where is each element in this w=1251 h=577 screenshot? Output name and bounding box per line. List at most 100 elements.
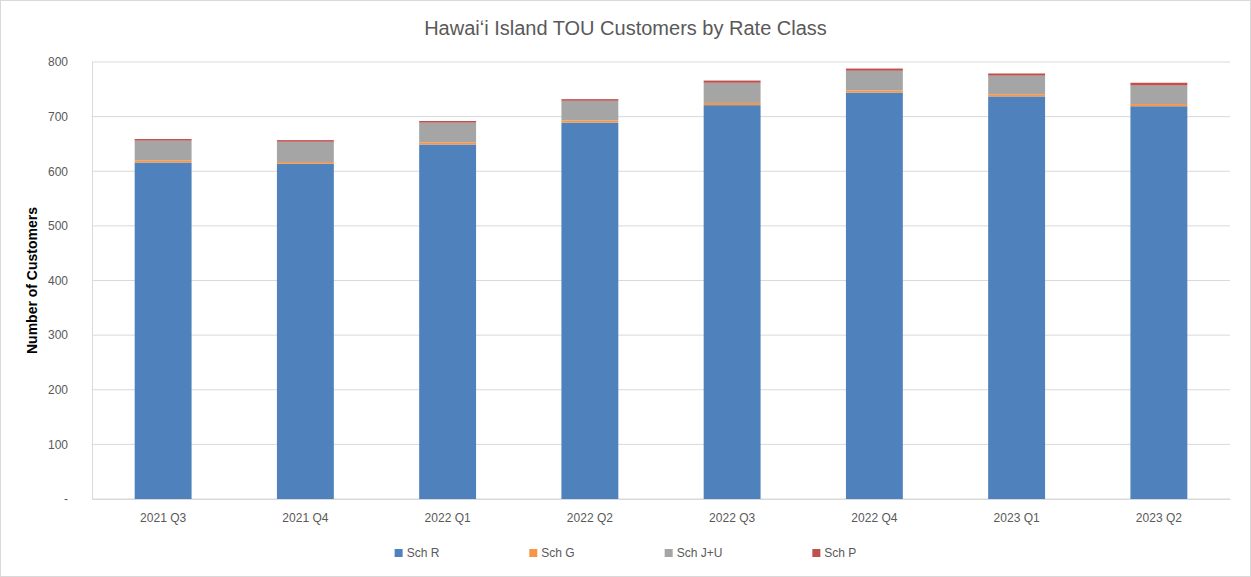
y-axis-title: Number of Customers [24, 207, 40, 354]
legend-item: Sch R [395, 546, 440, 560]
y-tick-label: 400 [48, 274, 68, 288]
x-tick: 2022 Q1 [425, 499, 471, 525]
bar [561, 120, 618, 122]
y-tick: 200 [48, 383, 92, 397]
bar [561, 123, 618, 499]
legend-label: Sch P [824, 546, 856, 560]
bar [1130, 106, 1187, 499]
bar [846, 71, 903, 91]
bar [419, 123, 476, 143]
y-tick-label: 500 [48, 219, 68, 233]
legend: Sch R Sch G Sch J+U Sch P [395, 546, 857, 560]
bar [846, 69, 903, 71]
bar [419, 142, 476, 144]
y-axis-line [92, 63, 93, 500]
bar [277, 164, 334, 499]
x-tick: 2023 Q2 [1136, 499, 1182, 525]
grid-line [92, 225, 1230, 226]
x-tick-label: 2022 Q3 [709, 511, 755, 525]
bar-series [135, 93, 1188, 499]
plot: -1002003004005006007008002021 Q32021 Q42… [48, 55, 1231, 524]
legend-swatch [529, 549, 537, 557]
title: Hawaiʻi Island TOU Customers by Rate Cla… [424, 17, 827, 39]
bar [846, 93, 903, 499]
bar [135, 141, 192, 161]
y-tick: 700 [48, 110, 92, 124]
x-tick-label: 2022 Q1 [425, 511, 471, 525]
y-tick-label: 300 [48, 328, 68, 342]
x-axis-line [93, 499, 1231, 500]
grid-line [92, 62, 1230, 63]
bar [988, 94, 1045, 96]
legend-label: Sch G [541, 546, 574, 560]
bar [135, 163, 192, 499]
bar [561, 99, 618, 101]
x-tick: 2022 Q2 [567, 499, 613, 525]
x-tick: 2021 Q3 [140, 499, 186, 525]
grid-line [92, 335, 1230, 336]
bar [704, 83, 761, 103]
legend-swatch [812, 549, 820, 557]
bar [988, 96, 1045, 499]
x-tick-label: 2021 Q3 [140, 511, 186, 525]
bar [277, 142, 334, 162]
chart-frame [1, 1, 1251, 577]
y-tick-label: - [64, 492, 68, 506]
grid-line [92, 280, 1230, 281]
y-tick: - [64, 492, 92, 506]
grid-line [92, 499, 1230, 500]
bar [561, 101, 618, 121]
x-axis: 2021 Q3 2021 Q4 2022 Q1 2022 Q2 2022 Q3 2022 … [93, 499, 1231, 525]
x-tick-label: 2022 Q2 [567, 511, 613, 525]
x-tick-label: 2021 Q4 [282, 511, 328, 525]
bar [135, 139, 192, 141]
legend-label: Sch R [407, 546, 440, 560]
bar [704, 103, 761, 105]
grid-line [92, 444, 1230, 445]
y-tick-label: 100 [48, 438, 68, 452]
x-tick: 2023 Q1 [994, 499, 1040, 525]
bar [1130, 83, 1187, 86]
grid-line [92, 389, 1230, 390]
bar-series [135, 90, 1188, 163]
y-tick-label: 700 [48, 110, 68, 124]
bars [135, 69, 1188, 499]
x-tick: 2022 Q3 [709, 499, 755, 525]
bar-series [135, 71, 1188, 162]
legend-swatch [665, 549, 673, 557]
bar [1130, 104, 1187, 106]
bar-series [135, 69, 1188, 142]
bar [988, 76, 1045, 95]
chart: Hawaiʻi Island TOU Customers by Rate Cla… [0, 0, 1251, 577]
bar [419, 144, 476, 499]
x-tick: 2022 Q4 [851, 499, 897, 525]
y-tick: 100 [48, 438, 92, 452]
y-tick: 400 [48, 274, 92, 288]
y-axis: -100200300400500600700800 [48, 55, 93, 506]
bar [704, 81, 761, 83]
y-tick: 800 [48, 55, 92, 69]
y-tick-label: 800 [48, 55, 68, 69]
legend-item: Sch G [529, 546, 574, 560]
bar [277, 162, 334, 164]
bar [1130, 85, 1187, 104]
bar [135, 160, 192, 162]
bar [988, 73, 1045, 75]
y-tick: 300 [48, 328, 92, 342]
grid-line [92, 116, 1230, 117]
y-tick: 500 [48, 219, 92, 233]
y-tick-label: 200 [48, 383, 68, 397]
bar [419, 121, 476, 123]
x-tick: 2021 Q4 [282, 499, 328, 525]
x-tick-label: 2022 Q4 [851, 511, 897, 525]
legend-item: Sch J+U [665, 546, 723, 560]
bar [277, 140, 334, 142]
bar [846, 90, 903, 92]
grid-line [92, 171, 1230, 172]
legend-item: Sch P [812, 546, 856, 560]
x-tick-label: 2023 Q2 [1136, 511, 1182, 525]
legend-swatch [395, 549, 403, 557]
x-tick-label: 2023 Q1 [994, 511, 1040, 525]
bar [704, 105, 761, 499]
grid [92, 62, 1230, 499]
